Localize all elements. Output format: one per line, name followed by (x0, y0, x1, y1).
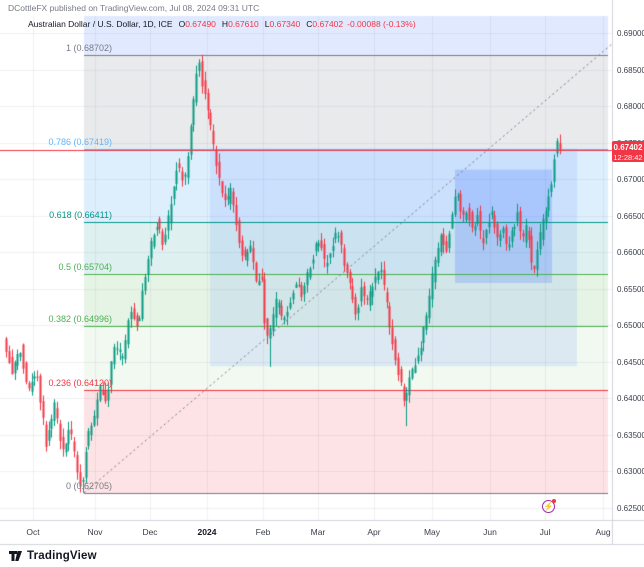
ohlc-high: H0.67610 (221, 19, 259, 29)
y-axis-label: 0.68500 (617, 65, 644, 75)
fib-level-label[interactable]: 0.786 (0.67419) (48, 136, 112, 147)
y-axis-label: 0.66500 (617, 211, 644, 221)
x-axis-label: Dec (142, 527, 158, 537)
y-axis-label: 0.63500 (617, 430, 644, 440)
x-axis-label: Oct (26, 527, 40, 537)
tradingview-logo[interactable]: TradingView (8, 548, 97, 563)
fib-level-label[interactable]: 0.5 (0.65704) (58, 261, 112, 272)
last-price-value: 0.67402 (613, 143, 643, 152)
y-axis-label: 0.67000 (617, 175, 644, 185)
x-axis-label: Mar (310, 527, 326, 537)
lightning-icon: ⚡ (543, 502, 554, 511)
symbol-title: Australian Dollar / U.S. Dollar, 1D, ICE (28, 19, 173, 29)
y-axis-label: 0.62500 (617, 503, 644, 513)
fib-level-label[interactable]: 1 (0.68702) (65, 42, 112, 53)
notification-dot (552, 499, 556, 503)
x-axis-label: Feb (255, 527, 271, 537)
y-axis-label: 0.69000 (617, 29, 644, 38)
x-axis-label: Apr (367, 527, 381, 537)
change-value: -0.00088 (-0.13%) (347, 19, 416, 29)
last-price-tag: 0.67402 12:28:42 (612, 141, 644, 162)
x-axis-label: May (423, 527, 441, 537)
tv-logo-text: TradingView (27, 549, 97, 562)
bar-countdown: 12:28:42 (613, 153, 643, 162)
y-axis-label: 0.65000 (617, 321, 644, 331)
fib-level-label[interactable]: 0.382 (0.64996) (48, 313, 112, 324)
fib-level-label[interactable]: 0 (0.62705) (65, 480, 112, 491)
y-axis-label: 0.64500 (617, 357, 644, 367)
fib-level-label[interactable]: 0.236 (0.64120) (48, 377, 112, 388)
y-axis-label: 0.66000 (617, 248, 644, 258)
y-axis-label: 0.63000 (617, 467, 644, 477)
y-axis-label: 0.68000 (617, 102, 644, 112)
symbol-legend[interactable]: Australian Dollar / U.S. Dollar, 1D, ICE… (28, 19, 416, 29)
x-axis-label: 2024 (197, 527, 217, 537)
ohlc-low: L0.67340 (264, 19, 301, 29)
events-icon[interactable]: ⚡ (542, 499, 556, 513)
fib-level-label[interactable]: 0.618 (0.66411) (49, 210, 112, 221)
ohlc-close: C0.67402 (306, 19, 344, 29)
y-axis-label: 0.65500 (617, 284, 644, 294)
x-axis-label: Jul (539, 527, 551, 537)
publish-caption: DCottleFX published on TradingView.com, … (8, 3, 260, 13)
tv-logo-icon (9, 551, 22, 561)
x-axis-label: Aug (595, 527, 611, 537)
x-axis-label: Jun (483, 527, 497, 537)
x-axis-label: Nov (87, 527, 103, 537)
y-axis-label: 0.64000 (617, 394, 644, 404)
ohlc-open: O0.67490 (178, 19, 216, 29)
